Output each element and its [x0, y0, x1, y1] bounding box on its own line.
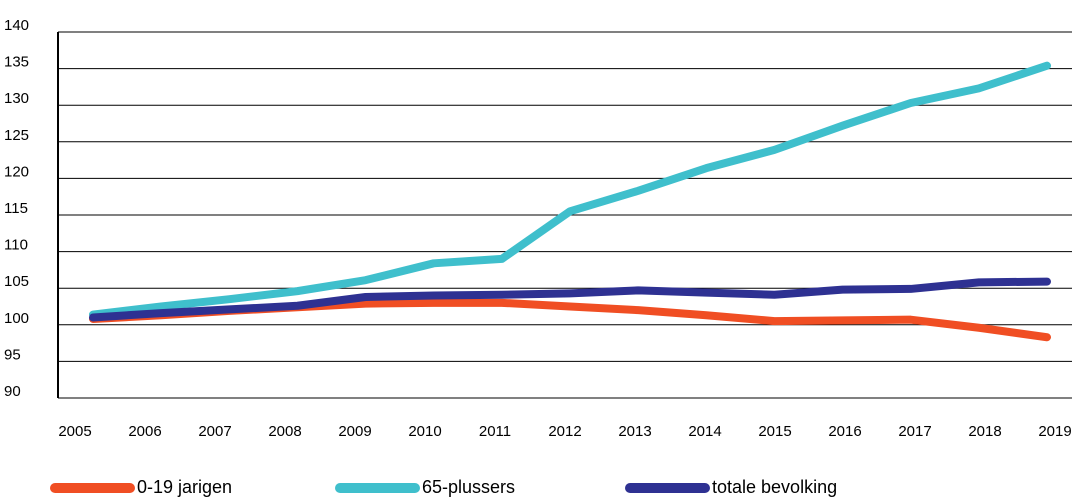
- x-tick-label: 2019: [1038, 423, 1071, 440]
- y-tick-label: 120: [4, 163, 29, 180]
- x-tick-label: 2009: [338, 423, 371, 440]
- x-tick-label: 2015: [758, 423, 791, 440]
- x-tick-label: 2014: [688, 423, 721, 440]
- x-tick-label: 2013: [618, 423, 651, 440]
- x-tick-label: 2017: [898, 423, 931, 440]
- y-tick-label: 95: [4, 346, 21, 363]
- x-tick-label: 2010: [408, 423, 441, 440]
- x-tick-label: 2008: [268, 423, 301, 440]
- x-tick-label: 2011: [479, 423, 511, 440]
- y-tick-label: 105: [4, 273, 29, 290]
- y-tick-label: 115: [4, 200, 28, 217]
- y-tick-label: 135: [4, 54, 29, 71]
- y-tick-label: 90: [4, 383, 21, 400]
- y-tick-label: 110: [4, 237, 28, 254]
- y-tick-label: 125: [4, 127, 29, 144]
- x-tick-label: 2007: [198, 423, 231, 440]
- x-tick-label: 2005: [58, 423, 91, 440]
- legend-label: totale bevolking: [712, 477, 837, 497]
- series-line: [89, 61, 1051, 319]
- y-tick-label: 130: [4, 90, 29, 107]
- legend-label: 0-19 jarigen: [137, 477, 232, 497]
- x-tick-label: 2012: [548, 423, 581, 440]
- series-line: [89, 277, 1051, 322]
- y-tick-label: 140: [4, 17, 29, 34]
- x-tick-label: 2006: [128, 423, 161, 440]
- y-tick-label: 100: [4, 310, 29, 327]
- x-tick-label: 2016: [828, 423, 861, 440]
- x-tick-label: 2018: [968, 423, 1001, 440]
- legend-label: 65-plussers: [422, 477, 515, 497]
